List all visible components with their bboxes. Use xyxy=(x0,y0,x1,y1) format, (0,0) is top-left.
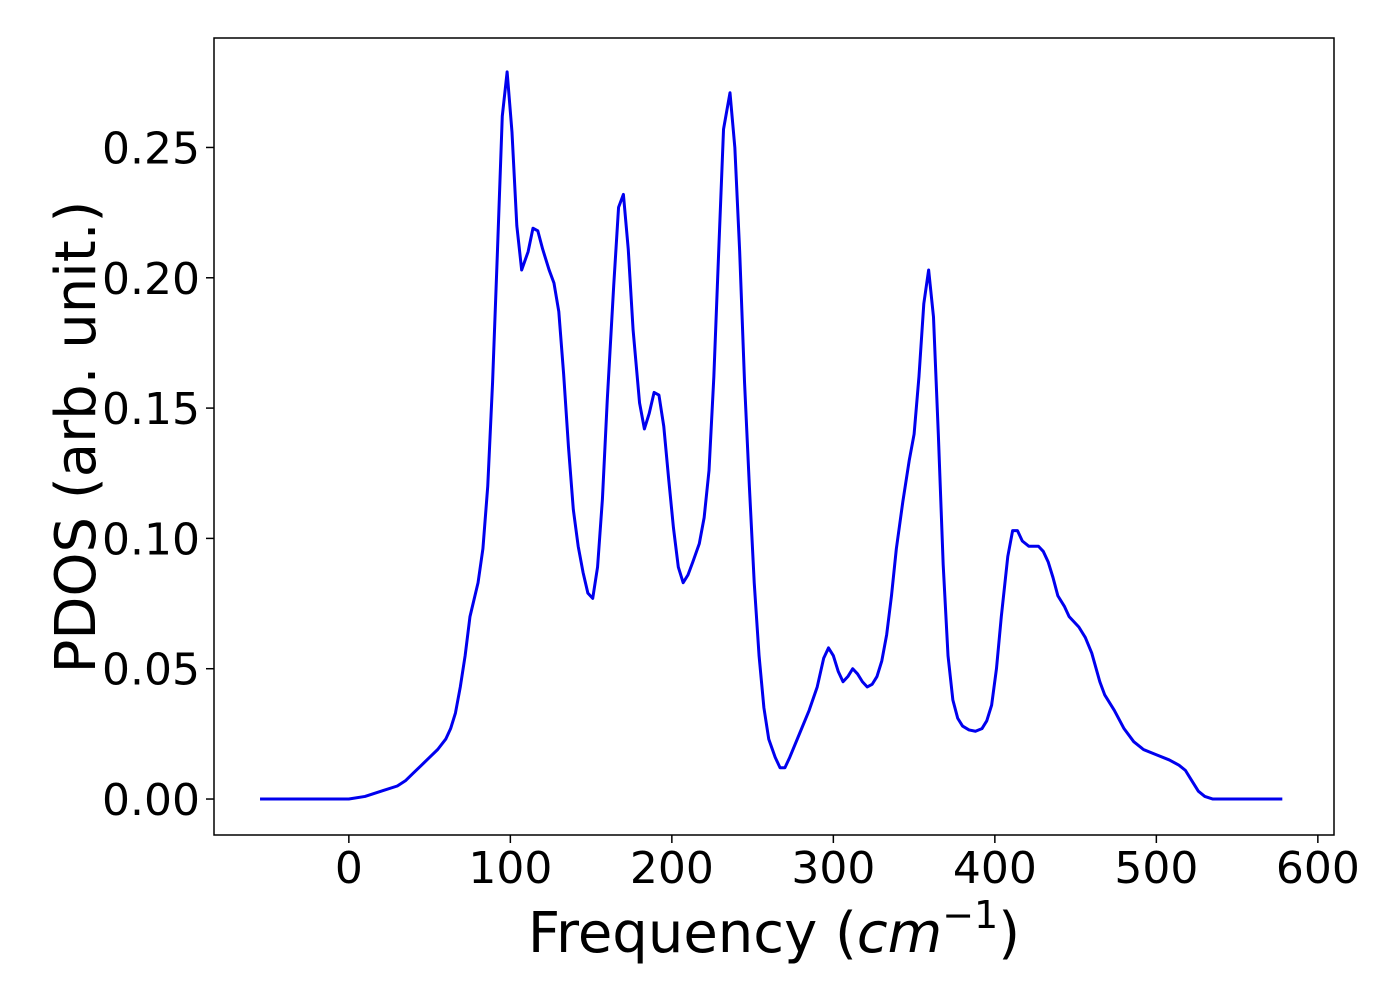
x-tick-label: 500 xyxy=(1114,843,1198,894)
y-tick-label: 0.05 xyxy=(102,645,200,696)
x-tick-label: 100 xyxy=(468,843,552,894)
y-axis-label: PDOS (arb. unit.) xyxy=(44,201,109,674)
y-tick-label: 0.20 xyxy=(102,254,200,305)
x-tick-label: 400 xyxy=(953,843,1037,894)
x-axis-label: Frequency (cm−1) xyxy=(528,893,1020,966)
plot-frame xyxy=(213,37,1335,836)
x-tick-label: 200 xyxy=(630,843,714,894)
x-tick-label: 600 xyxy=(1276,843,1360,894)
y-tick-label: 0.10 xyxy=(102,514,200,565)
line xyxy=(260,70,1283,801)
y-tick-label: 0.15 xyxy=(102,384,200,435)
x-tick-label: 300 xyxy=(791,843,875,894)
y-tick-label: 0.25 xyxy=(102,123,200,174)
y-tick-label: 0.00 xyxy=(102,775,200,826)
x-tick-label: 0 xyxy=(335,843,363,894)
